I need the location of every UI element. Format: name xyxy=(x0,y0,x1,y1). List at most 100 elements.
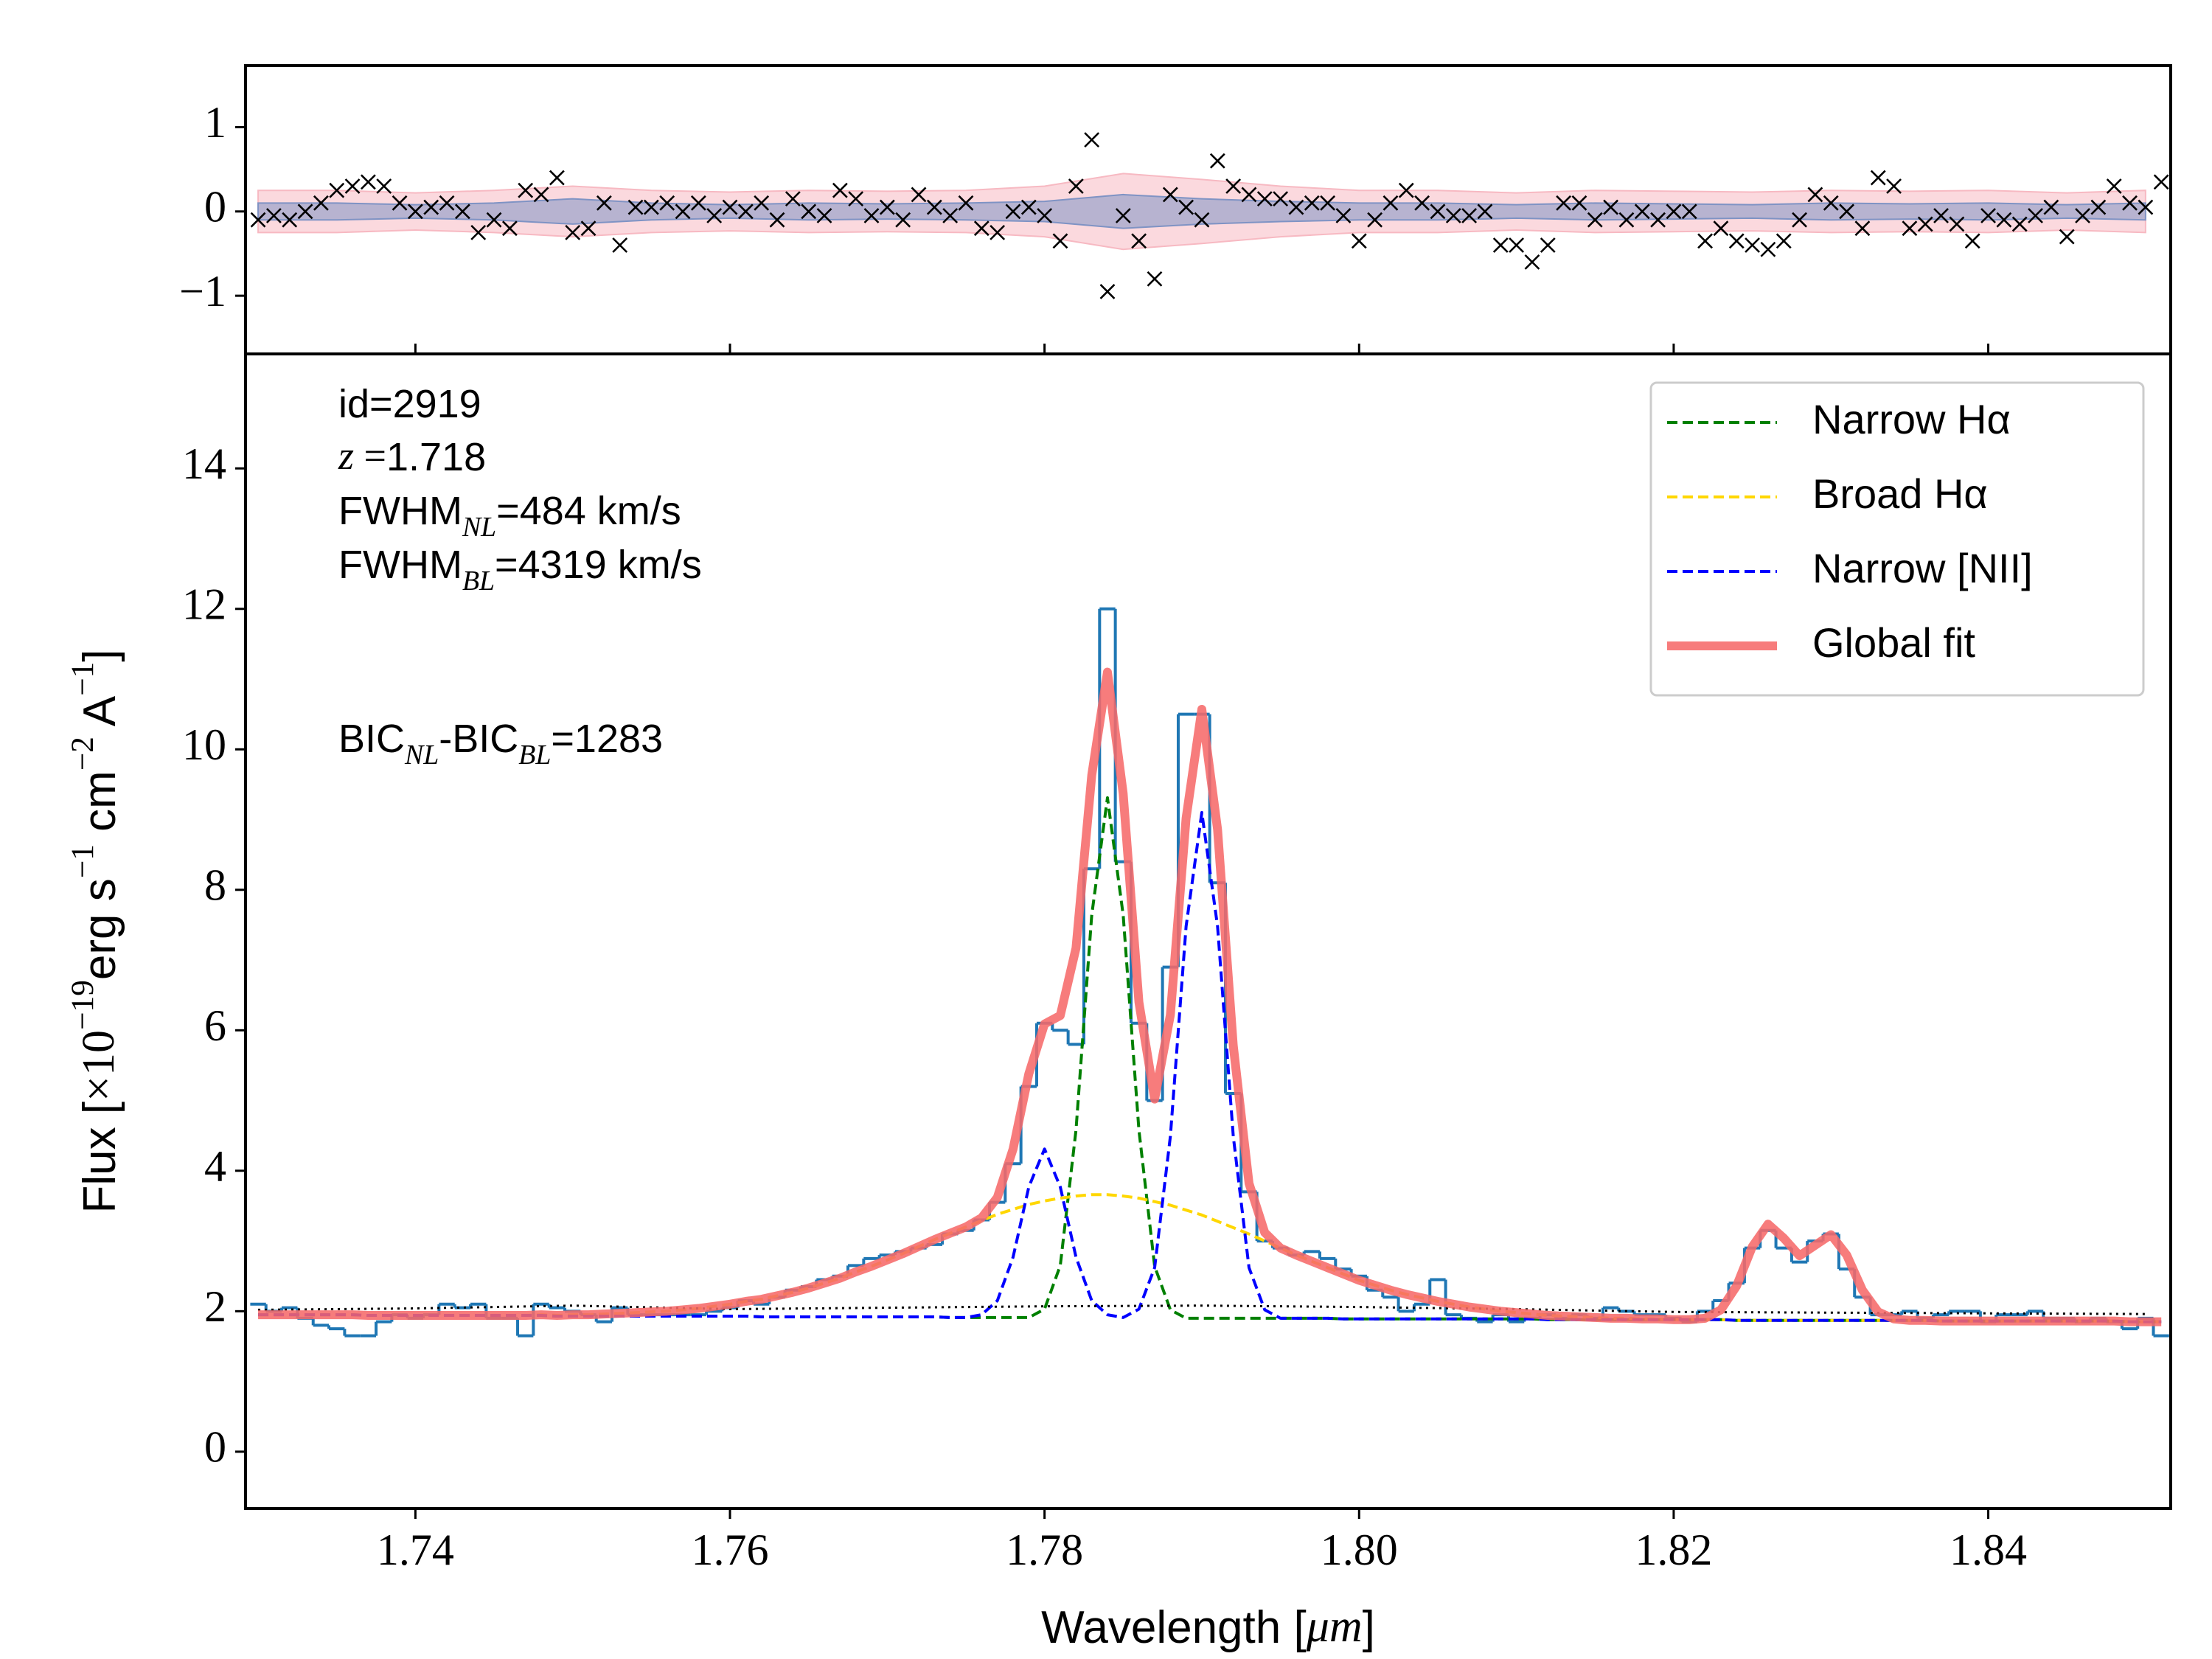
text-segment: = xyxy=(354,434,386,478)
x-tick-label: 1.74 xyxy=(377,1526,454,1574)
residual-marker xyxy=(1099,283,1116,299)
text-segment: −1 xyxy=(65,662,100,696)
continuum-line xyxy=(258,1304,2146,1315)
text-segment: =4319 km/s xyxy=(495,543,702,587)
text-segment: BL xyxy=(462,566,495,597)
residual-marker xyxy=(282,212,298,228)
x-tick-label: 1.80 xyxy=(1321,1526,1398,1574)
residual-marker xyxy=(565,224,581,240)
text-segment: ] xyxy=(1363,1602,1375,1653)
y-tick-label: 10 xyxy=(182,720,226,769)
annotation: BICNL-BICBL=1283 xyxy=(338,717,663,770)
residual-marker xyxy=(1902,220,1918,237)
residual-marker xyxy=(1052,233,1068,249)
residual-marker xyxy=(990,224,1006,240)
text-segment: NL xyxy=(404,740,439,771)
y-tick-label: 0 xyxy=(204,183,226,232)
residual-marker xyxy=(344,178,361,194)
residual-marker xyxy=(785,191,801,207)
residual-marker xyxy=(549,170,565,186)
residual-marker xyxy=(1477,204,1493,220)
y-tick-label: 0 xyxy=(204,1423,226,1472)
residual-marker xyxy=(1037,208,1053,223)
residual-marker xyxy=(627,199,644,215)
residual-marker xyxy=(1335,208,1352,223)
residual-marker xyxy=(518,182,534,198)
residual-marker xyxy=(2043,199,2059,215)
x-tick-label: 1.82 xyxy=(1635,1526,1712,1574)
residual-marker xyxy=(1351,233,1367,249)
residual-marker xyxy=(2059,229,2075,245)
text-segment: z xyxy=(338,434,354,478)
text-segment: −19 xyxy=(65,980,100,1030)
text-segment: BIC xyxy=(338,717,405,761)
residual-marker xyxy=(1980,208,1996,223)
y-tick-label: −1 xyxy=(179,267,226,316)
residual-marker xyxy=(1020,199,1037,215)
residual-marker xyxy=(533,187,549,203)
residual-marker xyxy=(1256,191,1273,207)
legend-box xyxy=(1649,381,2145,697)
residual-marker xyxy=(1540,237,1556,253)
residual-marker xyxy=(754,195,770,211)
text-segment: A xyxy=(74,695,125,737)
residual-marker xyxy=(675,204,691,220)
residual-marker xyxy=(596,195,612,211)
residual-marker xyxy=(470,224,487,240)
residual-marker xyxy=(1524,254,1540,270)
residual-marker xyxy=(832,182,848,198)
residual-marker xyxy=(1273,191,1289,207)
x-tick-label: 1.78 xyxy=(1006,1526,1083,1574)
residual-marker xyxy=(1492,237,1509,253)
residual-marker xyxy=(1461,208,1478,223)
text-segment: id=2919 xyxy=(338,382,481,426)
residual-marker xyxy=(737,204,754,220)
text-segment: NL xyxy=(462,512,496,543)
residual-marker xyxy=(250,212,266,228)
residual-marker xyxy=(1162,187,1178,203)
legend-label: Global fit xyxy=(1812,619,1975,666)
residual-marker xyxy=(1949,216,1965,232)
y-tick-label: 1 xyxy=(204,98,226,147)
residual-marker xyxy=(2028,208,2043,223)
residual-marker xyxy=(1697,233,1713,249)
text-segment: FWHM xyxy=(338,543,462,587)
residual-marker xyxy=(1068,178,1084,194)
residual-marker xyxy=(1854,220,1871,237)
text-segment: =1283 xyxy=(551,717,663,761)
text-segment: Wavelength [ xyxy=(1041,1602,1307,1653)
residual-marker xyxy=(769,212,785,228)
plot-area xyxy=(250,132,2169,299)
y-tick-label: 8 xyxy=(204,861,226,910)
residual-marker xyxy=(1666,204,1682,220)
residual-marker xyxy=(1194,212,1210,228)
annotation: id=2919 xyxy=(338,382,481,426)
residual-marker xyxy=(2075,208,2090,223)
residual-marker xyxy=(1886,178,1902,194)
residual-marker xyxy=(2106,178,2122,194)
residual-marker xyxy=(1839,204,1854,220)
legend-label: Broad Hα xyxy=(1812,470,1988,517)
residual-marker xyxy=(1241,187,1257,203)
y-axis-label: Flux [×10−19erg s−1 cm−2 A−1] xyxy=(65,649,125,1213)
legend-label: Narrow [NII] xyxy=(1812,545,2033,591)
residual-marker xyxy=(848,191,864,207)
residual-marker xyxy=(1225,178,1242,194)
residual-marker xyxy=(1509,237,1525,253)
residual-marker xyxy=(2138,199,2154,215)
residual-marker xyxy=(1382,195,1399,211)
residual-marker xyxy=(1005,204,1021,220)
residual-marker xyxy=(580,220,597,237)
residual-marker xyxy=(1304,195,1320,211)
residual-marker xyxy=(2122,195,2138,211)
y-tick-label: 4 xyxy=(204,1142,226,1191)
residual-marker xyxy=(1650,212,1666,228)
residual-marker xyxy=(454,204,470,220)
residual-marker xyxy=(376,178,392,194)
residual-marker xyxy=(863,208,880,223)
residual-marker xyxy=(1367,212,1383,228)
residual-marker xyxy=(659,195,675,211)
y-tick-label: 14 xyxy=(182,439,226,488)
